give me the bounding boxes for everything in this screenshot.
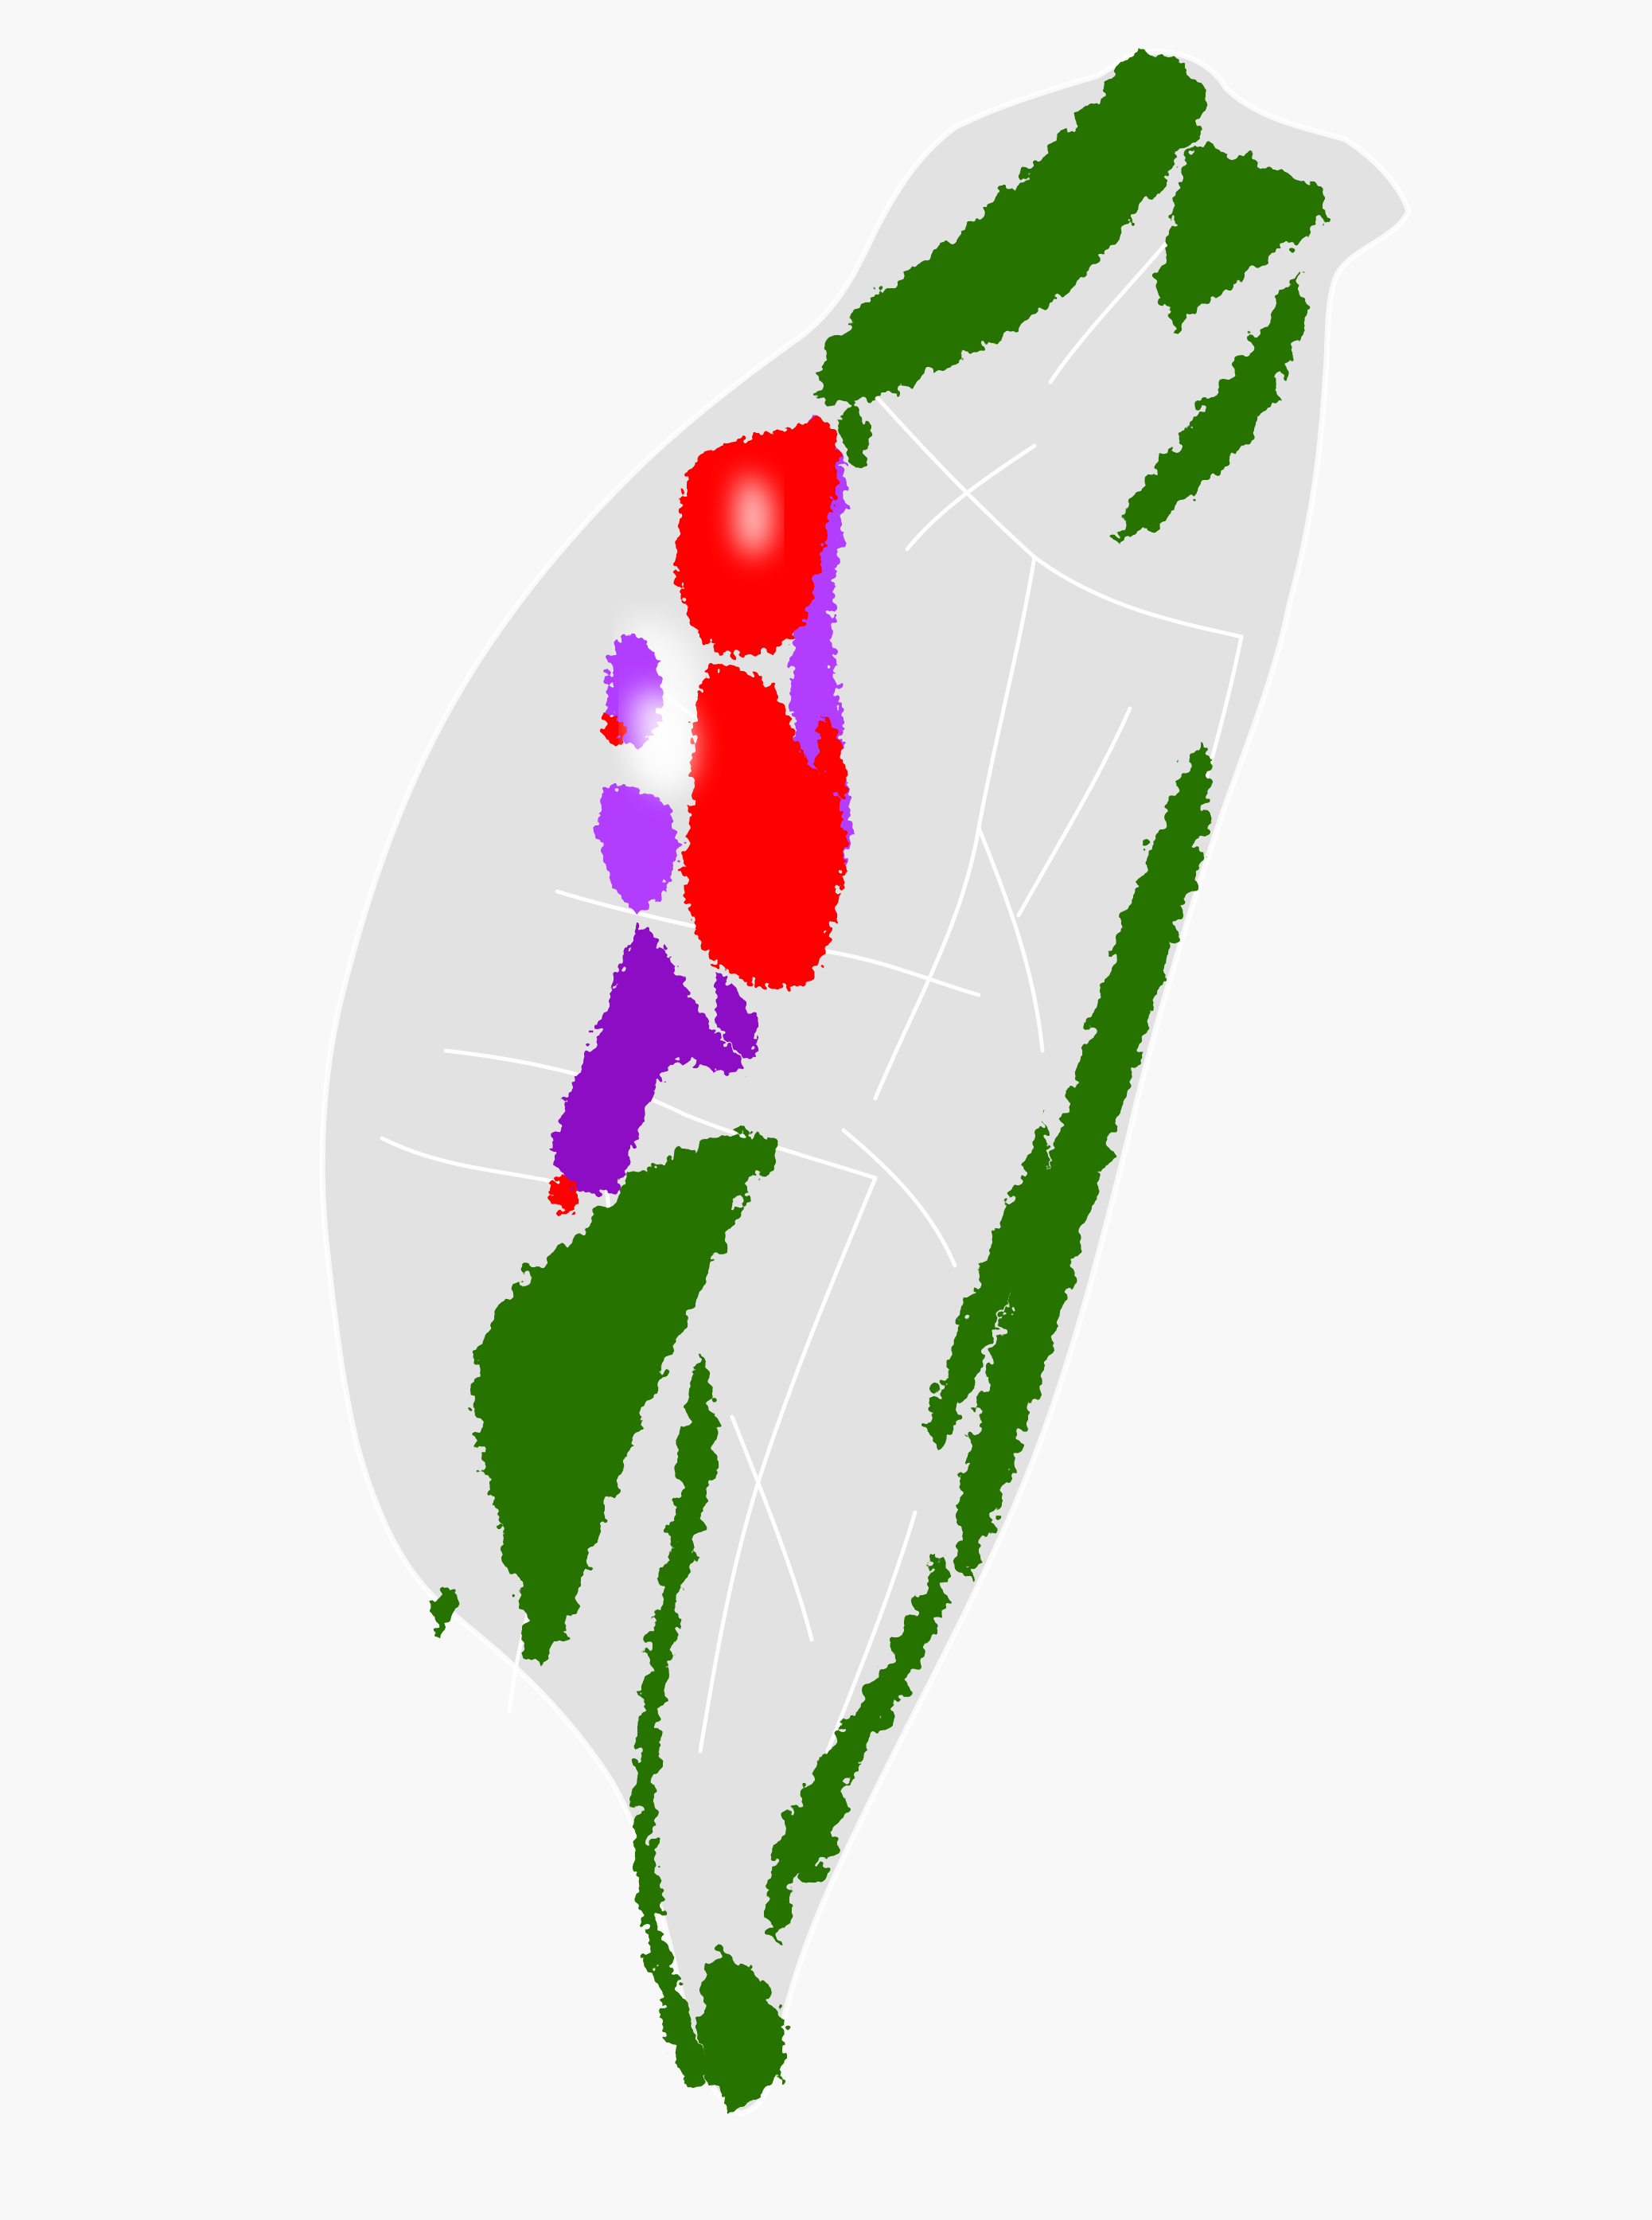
green-zone-south-tip [700, 1950, 788, 2109]
green-zone-nw-coast [844, 398, 871, 467]
purple-zone-south [551, 1130, 621, 1195]
red-zone-west-dot [603, 716, 624, 745]
green-zone-east-coast [768, 1552, 945, 1942]
unclassified-patch [632, 477, 771, 790]
green-zone-layer [436, 56, 1326, 2109]
red-zone-south-dot [549, 1177, 580, 1213]
purple-zone-east-fringe [716, 971, 758, 1056]
green-zone-north [816, 56, 1210, 406]
green-zone-central-strip [732, 1135, 774, 1187]
purple-zone [557, 923, 741, 1186]
green-zone-west-speck [436, 1584, 454, 1632]
green-zone-southwest [474, 1130, 754, 1659]
green-zone-south-ridge [633, 1353, 715, 2090]
green-zone-northeast-ridge [1114, 271, 1304, 540]
taiwan-land-mass [322, 51, 1408, 2113]
red-zone-east-arm [816, 716, 847, 798]
green-zone-east-inner [932, 1114, 1050, 1449]
green-zone-south-east [799, 1727, 851, 1883]
green-zone-northeast [1162, 143, 1326, 326]
red-zone-central [684, 666, 847, 988]
green-zone-east-range [957, 740, 1209, 1584]
